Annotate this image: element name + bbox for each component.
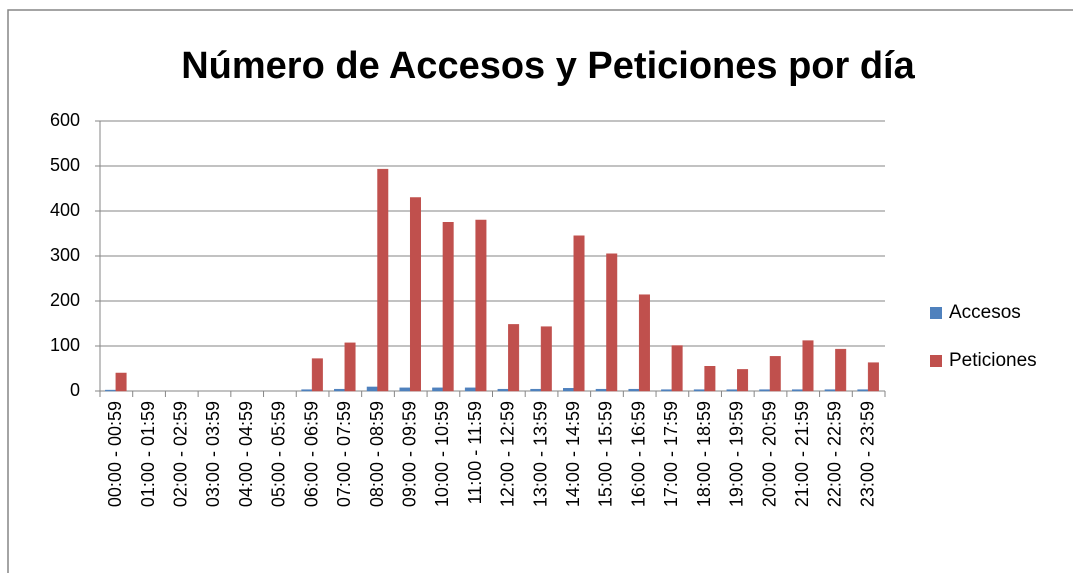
x-tick-label: 21:00 - 21:59	[792, 401, 812, 507]
bar	[867, 362, 879, 392]
legend-label: Accesos	[949, 302, 1021, 323]
x-tick-label: 00:00 - 00:59	[105, 401, 125, 507]
x-tick-label: 19:00 - 19:59	[727, 401, 747, 507]
bar	[409, 197, 421, 392]
bar	[377, 168, 389, 392]
x-tick-label: 23:00 - 23:59	[857, 401, 877, 507]
x-tick-label: 09:00 - 09:59	[399, 401, 419, 507]
bar	[759, 389, 771, 392]
bar	[857, 389, 869, 392]
x-tick-label: 22:00 - 22:59	[825, 401, 845, 507]
bar	[301, 389, 313, 392]
y-tick-label: 400	[50, 200, 80, 220]
bar	[311, 358, 323, 392]
legend-label: Peticiones	[949, 350, 1037, 371]
bar	[497, 388, 509, 392]
bar	[573, 235, 585, 392]
bar	[769, 356, 781, 392]
x-tick-label: 05:00 - 05:59	[269, 401, 289, 507]
bar	[366, 386, 378, 392]
x-tick-label: 13:00 - 13:59	[530, 401, 550, 507]
bar	[791, 389, 803, 392]
bar	[464, 387, 476, 392]
bar	[530, 388, 542, 392]
x-tick-label: 01:00 - 01:59	[138, 401, 158, 507]
y-tick-label: 500	[50, 155, 80, 175]
x-tick-label: 02:00 - 02:59	[171, 401, 191, 507]
x-tick-label: 17:00 - 17:59	[661, 401, 681, 507]
bar	[432, 387, 444, 392]
bar	[475, 219, 487, 392]
x-tick-label: 18:00 - 18:59	[694, 401, 714, 507]
bar	[693, 389, 705, 392]
x-tick-label: 14:00 - 14:59	[563, 401, 583, 507]
bar	[638, 294, 650, 392]
bar	[334, 388, 346, 392]
bar	[399, 387, 411, 392]
x-tick-label: 12:00 - 12:59	[498, 401, 518, 507]
bar	[628, 388, 640, 392]
x-tick-label: 20:00 - 20:59	[759, 401, 779, 507]
y-tick-label: 0	[70, 380, 80, 400]
bar	[802, 340, 814, 392]
bar	[442, 222, 454, 392]
bar	[563, 388, 575, 392]
bar	[661, 389, 673, 392]
x-tick-label: 03:00 - 03:59	[203, 401, 223, 507]
bar	[835, 348, 847, 392]
bar	[105, 389, 117, 392]
x-tick-label: 07:00 - 07:59	[334, 401, 354, 507]
x-tick-label: 11:00 - 11:59	[465, 401, 485, 504]
x-tick-label: 08:00 - 08:59	[367, 401, 387, 507]
legend-swatch	[930, 307, 942, 319]
bar	[606, 253, 618, 392]
x-tick-label: 10:00 - 10:59	[432, 401, 452, 507]
chart-border	[7, 9, 1073, 578]
x-tick-label: 15:00 - 15:59	[596, 401, 616, 507]
y-tick-label: 600	[50, 110, 80, 130]
bar	[115, 372, 127, 392]
y-tick-label: 300	[50, 245, 80, 265]
x-tick-label: 06:00 - 06:59	[301, 401, 321, 507]
bar	[595, 388, 607, 392]
bar	[508, 324, 520, 392]
y-tick-label: 200	[50, 290, 80, 310]
legend-swatch	[930, 355, 942, 367]
x-tick-label: 16:00 - 16:59	[628, 401, 648, 507]
bar	[824, 389, 836, 392]
y-tick-label: 100	[50, 335, 80, 355]
bar	[344, 342, 356, 392]
bar	[671, 345, 683, 392]
bar	[726, 389, 738, 392]
x-tick-label: 04:00 - 04:59	[236, 401, 256, 507]
chart-title: Número de Accesos y Peticiones por día	[181, 45, 915, 87]
bar	[540, 326, 552, 392]
bar	[737, 369, 749, 392]
bar	[704, 366, 716, 392]
